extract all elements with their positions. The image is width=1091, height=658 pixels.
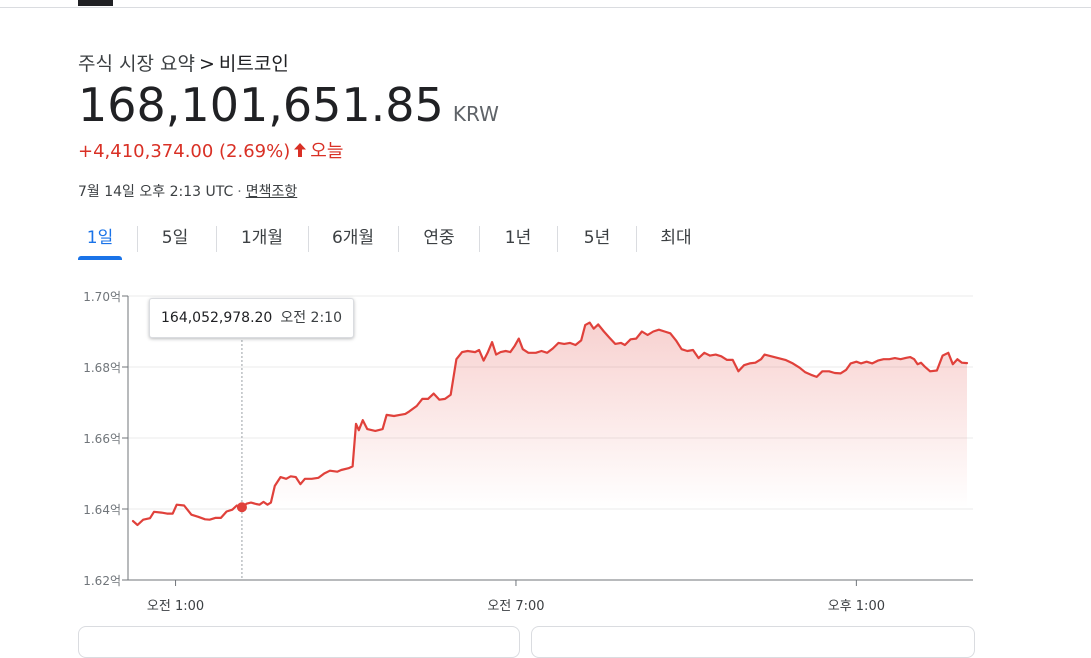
price-change: +4,410,374.00 (2.69%) 오늘 — [78, 137, 343, 163]
price-series-line — [131, 321, 969, 527]
tooltip-time: 오전 2:10 — [280, 310, 342, 326]
tooltip-value: 164,052,978.20 — [161, 310, 273, 326]
tab-divider — [398, 226, 399, 252]
range-tab-6m[interactable]: 6개월 — [331, 228, 375, 248]
info-card-right — [531, 626, 975, 658]
range-tab-ytd[interactable]: 연중 — [423, 228, 455, 248]
tab-divider — [308, 226, 309, 252]
y-tick-label: 1.62억 — [83, 574, 121, 588]
range-tab-5d[interactable]: 5일 — [161, 228, 189, 248]
price-value: 168,101,651.85 — [78, 78, 444, 132]
range-tab-5y[interactable]: 5년 — [583, 228, 611, 248]
x-tick-label: 오전 7:00 — [487, 599, 544, 614]
timestamp-row: 7월 14일 오후 2:13 UTC · 면책조항 — [78, 181, 297, 201]
chart-tooltip: 164,052,978.20 오전 2:10 — [149, 298, 354, 338]
breadcrumb: 주식 시장 요약 > 비트코인 — [78, 49, 289, 76]
price-change-value: +4,410,374.00 (2.69%) — [78, 141, 291, 162]
timestamp: 7월 14일 오후 2:13 UTC — [78, 184, 234, 200]
meta-separator: · — [237, 184, 242, 200]
range-tab-1m[interactable]: 1개월 — [240, 228, 284, 248]
tab-divider — [137, 226, 138, 252]
x-tick-label: 오후 1:00 — [828, 599, 885, 614]
y-tick-label: 1.64억 — [83, 503, 121, 517]
top-divider — [0, 7, 1091, 8]
price-header: 168,101,651.85 KRW — [78, 78, 499, 132]
tab-divider — [216, 226, 217, 252]
disclaimer-link[interactable]: 면책조항 — [245, 184, 298, 200]
range-tabs: 1일 5일 1개월 6개월 연중 1년 5년 최대 — [78, 220, 718, 262]
range-tab-1d[interactable]: 1일 — [78, 220, 122, 260]
breadcrumb-separator: > — [198, 53, 215, 75]
price-currency: KRW — [452, 102, 499, 126]
price-area-fill — [133, 322, 967, 580]
tab-divider — [557, 226, 558, 252]
breadcrumb-current: 비트코인 — [218, 53, 289, 75]
tab-divider — [479, 226, 480, 252]
hover-point — [236, 502, 247, 513]
range-tab-1y[interactable]: 1년 — [504, 228, 532, 248]
info-card-left — [78, 626, 520, 658]
price-change-period: 오늘 — [310, 141, 344, 162]
y-tick-label: 1.70억 — [83, 290, 121, 304]
breadcrumb-parent[interactable]: 주식 시장 요약 — [78, 53, 195, 75]
top-nav-active-indicator — [78, 0, 113, 6]
x-tick-label: 오전 1:00 — [147, 599, 204, 614]
y-tick-label: 1.66억 — [83, 432, 121, 446]
range-tab-max[interactable]: 최대 — [660, 228, 692, 248]
y-tick-label: 1.68억 — [83, 361, 121, 375]
arrow-up-icon — [293, 142, 307, 163]
tab-divider — [636, 226, 637, 252]
